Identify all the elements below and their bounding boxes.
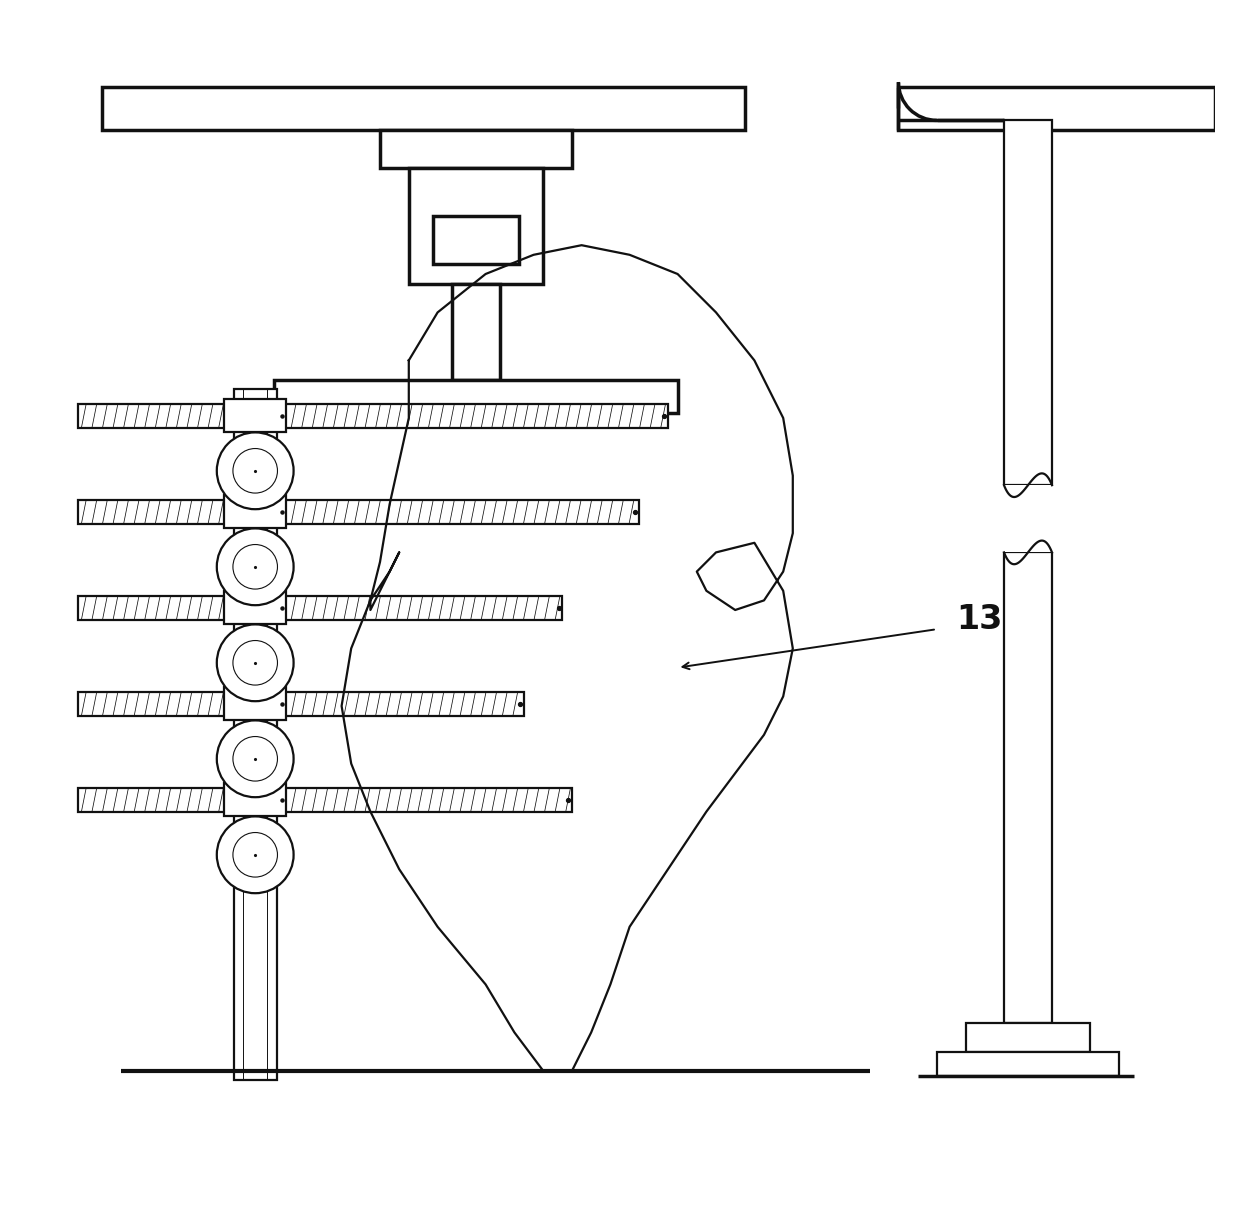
Bar — [899, 87, 1215, 131]
Circle shape — [217, 625, 294, 701]
Bar — [224, 495, 286, 528]
Bar — [409, 168, 543, 283]
Circle shape — [217, 528, 294, 605]
Bar — [277, 788, 572, 811]
Bar — [224, 687, 286, 720]
Bar — [277, 595, 563, 620]
Bar — [102, 87, 745, 131]
Bar — [224, 399, 286, 432]
Bar — [78, 788, 233, 811]
Circle shape — [217, 816, 294, 893]
Bar — [78, 404, 233, 427]
Bar — [277, 692, 525, 716]
Bar — [78, 692, 233, 716]
Bar — [936, 1052, 1120, 1076]
Bar — [379, 131, 572, 168]
Bar — [966, 1022, 1090, 1052]
Bar — [78, 500, 233, 523]
Bar — [78, 595, 233, 620]
Bar — [277, 500, 639, 523]
Bar — [999, 486, 1056, 553]
Bar — [453, 283, 500, 379]
Bar — [277, 404, 668, 427]
Bar — [224, 783, 286, 816]
Bar — [1004, 121, 1052, 486]
Circle shape — [217, 720, 294, 797]
Bar — [224, 590, 286, 625]
Bar — [233, 389, 277, 1081]
Circle shape — [217, 432, 294, 509]
Bar — [433, 216, 520, 265]
Bar — [274, 379, 677, 414]
Text: 13: 13 — [956, 603, 1002, 636]
Bar — [1004, 553, 1052, 1022]
